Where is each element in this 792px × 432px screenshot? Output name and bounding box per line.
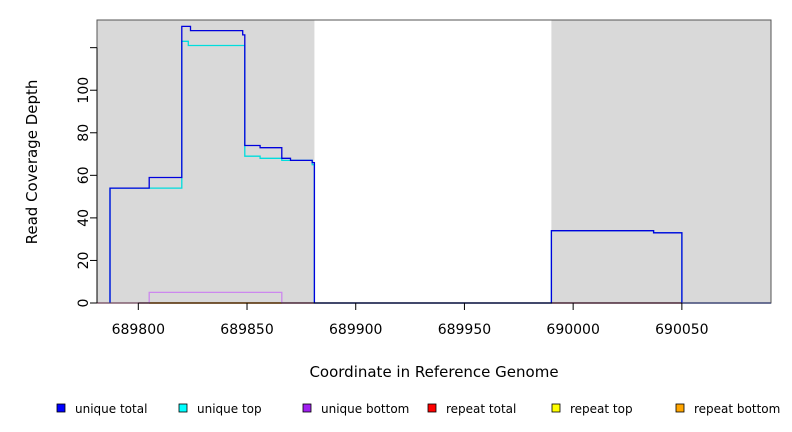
series-unique-total [109, 25, 771, 304]
x-tick-label: 689900 [329, 322, 382, 338]
y-tick-label: 40 [76, 209, 92, 227]
x-axis: 689800 689850 689900 689950 690000 690050 [112, 302, 709, 338]
x-tick-label: 689850 [220, 322, 273, 338]
y-tick-label: 60 [76, 166, 92, 184]
legend-swatch-repeat-bottom [675, 403, 685, 413]
legend-label-repeat-bottom: repeat bottom [694, 402, 780, 416]
x-tick-label: 690000 [546, 322, 599, 338]
x-tick-label: 689950 [438, 322, 491, 338]
plot-background [97, 20, 771, 303]
x-tick-label: 690050 [655, 322, 708, 338]
legend-swatch-repeat-total [427, 403, 437, 413]
x-axis-title: Coordinate in Reference Genome [309, 363, 558, 381]
legend-swatch-unique-top [178, 403, 188, 413]
legend-swatch-unique-total [56, 403, 66, 413]
y-tick-label: 100 [76, 77, 92, 104]
y-tick-label: 80 [76, 124, 92, 142]
legend-label-unique-total: unique total [75, 402, 147, 416]
legend-label-repeat-top: repeat top [570, 402, 633, 416]
legend-label-repeat-total: repeat total [446, 402, 516, 416]
shaded-region-1 [551, 20, 771, 303]
legend-swatch-repeat-top [551, 403, 561, 413]
y-axis-title: Read Coverage Depth [23, 80, 41, 245]
legend-label-unique-bottom: unique bottom [321, 402, 409, 416]
x-tick-label: 689800 [112, 322, 165, 338]
y-tick-label: 20 [76, 252, 92, 270]
legend-label-unique-top: unique top [197, 402, 262, 416]
y-axis: 0 20 40 60 80 100 [76, 47, 98, 308]
shaded-region-0 [97, 20, 315, 303]
y-tick-label: 0 [76, 299, 92, 308]
legend: unique total unique top unique bottom repea… [56, 402, 780, 416]
legend-swatch-unique-bottom [302, 403, 312, 413]
